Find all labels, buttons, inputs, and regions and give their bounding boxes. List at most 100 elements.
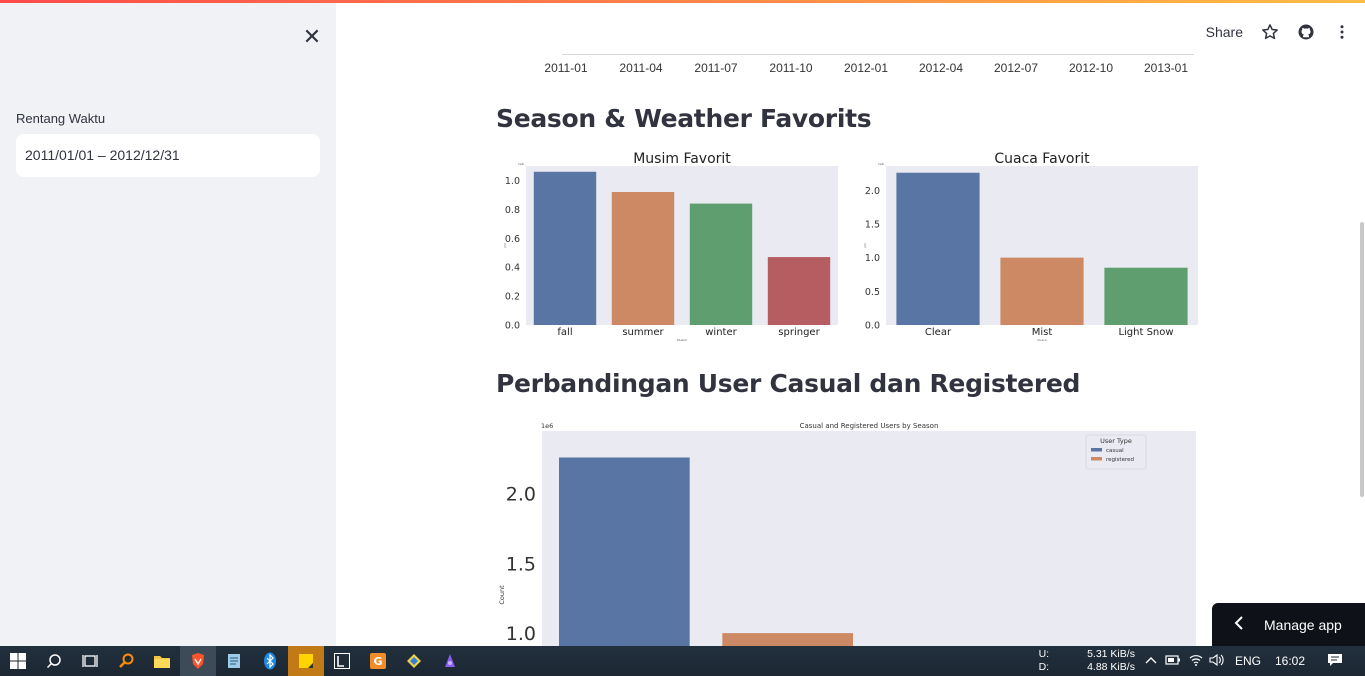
y-tick-label: 0.6 [505, 234, 520, 245]
y-tick-label: 2.0 [506, 484, 536, 506]
app-orange-icon[interactable]: G [360, 646, 396, 676]
sticky-notes-icon[interactable] [288, 646, 324, 676]
task-view-icon[interactable] [72, 646, 108, 676]
windows-taskbar: G U: D: 5.31 KiB/s 4.88 KiB/s ENG 16:02 [0, 646, 1365, 676]
volume-icon[interactable] [1209, 653, 1225, 669]
y-tick-label: 2.0 [865, 186, 880, 197]
net-up-label: U: [1038, 648, 1050, 660]
y-tick-label: 1.0 [506, 623, 536, 645]
y-tick-label: 0.4 [505, 263, 520, 274]
y-tick-label: 0.5 [865, 287, 880, 298]
bar [767, 257, 831, 325]
more-menu-icon[interactable] [1333, 23, 1351, 41]
chart-title: Cuaca Favorit [994, 151, 1090, 167]
manage-app-button[interactable]: Manage app [1212, 603, 1365, 646]
section-title-user-compare: Perbandingan User Casual dan Registered [496, 369, 1081, 398]
section-title-season-weather: Season & Weather Favorits [496, 104, 872, 133]
notifications-icon[interactable] [1327, 652, 1343, 671]
timeline-tick: 2012-07 [993, 61, 1039, 75]
legend-swatch [1091, 448, 1102, 452]
file-explorer-icon[interactable] [144, 646, 180, 676]
battery-icon[interactable] [1165, 654, 1181, 669]
x-axis-label: Cuaca [1037, 338, 1046, 342]
timeline-tick: 2011-04 [619, 61, 663, 75]
bar [1104, 267, 1188, 325]
header-actions: Share [1206, 20, 1351, 44]
y-tick-label: 0.0 [505, 321, 520, 332]
timeline-tick: 2012-04 [918, 61, 964, 75]
x-tick-label: springer [778, 327, 820, 338]
chart-cuaca-favorit: Cuaca Favorit 1e6 0.0 0.5 1.0 1.5 2.0 Clear Mist… [863, 151, 1198, 342]
notepad-icon[interactable] [216, 646, 252, 676]
chart-casual-registered: Casual and Registered Users by Season 1e6… [498, 422, 1196, 646]
svg-text:G: G [373, 655, 382, 668]
system-tray: U: D: 5.31 KiB/s 4.88 KiB/s ENG 16:02 [1039, 646, 1365, 676]
timeline-axis-line [562, 54, 1194, 55]
clock[interactable]: 16:02 [1274, 654, 1305, 668]
y-tick-label: 0.8 [505, 205, 520, 216]
app-diamond-icon[interactable] [396, 646, 432, 676]
axis-offset-label: 1e6 [878, 162, 884, 166]
y-tick-label: 0.0 [865, 321, 880, 332]
manage-app-label: Manage app [1264, 616, 1342, 633]
bar [896, 172, 980, 325]
share-button[interactable]: Share [1205, 24, 1243, 40]
net-down-label: D: [1038, 661, 1050, 673]
windows-start-icon[interactable] [0, 646, 36, 676]
bar [533, 171, 597, 325]
legend-swatch [1091, 457, 1102, 461]
wifi-icon[interactable] [1189, 654, 1203, 669]
y-tick-label: 1.5 [865, 219, 880, 230]
y-axis-label: jml [863, 243, 867, 249]
y-tick-label: 1.5 [506, 553, 536, 575]
github-icon[interactable] [1297, 23, 1315, 41]
chart-title: Casual and Registered Users by Season [800, 422, 939, 430]
timeline-tick: 2012-01 [843, 61, 889, 75]
date-range-input[interactable]: 2011/01/01 – 2012/12/31 [16, 134, 320, 177]
search-icon[interactable] [36, 646, 72, 676]
bar [611, 192, 675, 325]
timeline-tick: 2011-07 [694, 61, 738, 75]
bar [1000, 257, 1084, 325]
chart-musim-favorit: Musim Favorit 1e6 0.0 0.2 0.4 0.6 0.8 1.0 fall su… [503, 151, 838, 342]
x-tick-label: winter [705, 327, 737, 338]
x-axis-label: Musim [677, 338, 687, 342]
legend-title: User Type [1100, 437, 1132, 445]
bar [722, 633, 853, 646]
page-scrollbar[interactable] [1360, 222, 1364, 497]
language-indicator[interactable]: ENG [1234, 654, 1261, 668]
y-axis-label: jml [503, 243, 507, 249]
axis-offset-label: 1e6 [518, 162, 524, 166]
network-labels: U: D: [1039, 648, 1050, 674]
sidebar: ✕ Rentang Waktu 2011/01/01 – 2012/12/31 [0, 3, 336, 646]
axis-offset-label: 1e6 [541, 422, 553, 430]
legend-item: casual [1106, 448, 1124, 454]
x-tick-label: fall [557, 327, 572, 338]
net-down-speed: 4.88 KiB/s [1087, 661, 1135, 673]
legend-item: registered [1106, 457, 1134, 463]
timeline-tick: 2013-01 [1143, 61, 1189, 75]
timeline-tick: 2012-10 [1068, 61, 1114, 75]
chart-title: Musim Favorit [633, 151, 731, 167]
main-content: 2011-01 2011-04 2011-07 2011-10 2012-01 … [336, 3, 1365, 646]
net-up-speed: 5.31 KiB/s [1087, 648, 1135, 660]
timeline-tick: 2011-01 [544, 61, 588, 75]
bar [559, 457, 690, 646]
bar [689, 203, 753, 325]
x-tick-label: summer [622, 327, 664, 338]
close-sidebar-button[interactable]: ✕ [302, 24, 322, 49]
brave-browser-icon[interactable] [180, 646, 216, 676]
timeline-tick: 2011-10 [769, 61, 813, 75]
y-tick-label: 0.2 [505, 292, 520, 303]
search-app-icon[interactable] [108, 646, 144, 676]
date-range-label: Rentang Waktu [16, 111, 106, 126]
x-tick-label: Light Snow [1118, 327, 1173, 338]
star-icon[interactable] [1261, 23, 1279, 41]
y-tick-label: 1.0 [505, 176, 520, 187]
app-purple-icon[interactable] [432, 646, 468, 676]
top-decoration [0, 0, 1365, 3]
x-tick-label: Clear [925, 327, 952, 338]
app-l-icon[interactable] [324, 646, 360, 676]
bluetooth-icon[interactable] [252, 646, 288, 676]
chevron-up-icon[interactable] [1145, 655, 1157, 667]
